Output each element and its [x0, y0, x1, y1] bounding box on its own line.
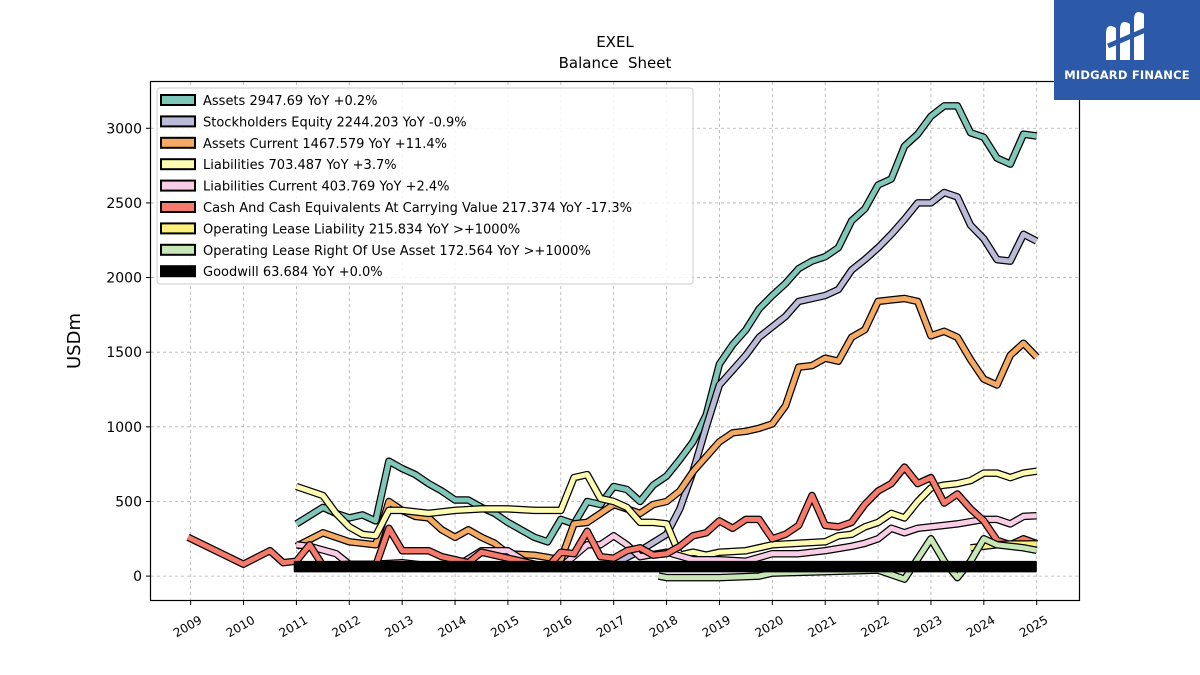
- legend-box: [156, 87, 694, 285]
- chart-subtitle: Balance Sheet: [559, 54, 672, 72]
- plot-frame: [149, 80, 1081, 602]
- chart-title: EXEL: [596, 33, 634, 51]
- y-tick-label: 500: [115, 494, 142, 510]
- legend-label: Liabilities Current 403.769 YoY +2.4%: [203, 180, 450, 195]
- legend-swatch: [160, 94, 196, 106]
- series-5: [186, 463, 1039, 571]
- y-tick-label: 0: [133, 569, 142, 585]
- series-line: [658, 536, 1038, 582]
- x-tick-label: 2009: [171, 613, 204, 640]
- legend-label: Assets Current 1467.579 YoY +11.4%: [203, 137, 447, 152]
- x-tick-label: 2018: [647, 613, 680, 640]
- y-axis-label: USDm: [64, 313, 85, 369]
- legend-swatch: [160, 265, 196, 278]
- legend-label: Stockholders Equity 2244.203 YoY -0.9%: [203, 115, 467, 130]
- series-1: [560, 188, 1039, 573]
- x-tick-label: 2016: [541, 613, 574, 640]
- x-tick-label: 2011: [277, 613, 310, 640]
- y-tick-label: 2500: [106, 196, 142, 212]
- y-tick-label: 1000: [106, 420, 142, 436]
- brand-badge: MIDGARD FINANCE: [1054, 0, 1200, 100]
- series-7: [657, 535, 1038, 583]
- legend-label: Liabilities 703.487 YoY +3.7%: [203, 158, 397, 173]
- legend-swatch: [160, 222, 196, 235]
- x-tick-label: 2010: [224, 613, 257, 640]
- series-line: [560, 190, 1038, 572]
- x-tick-label: 2013: [382, 613, 415, 640]
- brand-logo-icon: [1106, 12, 1151, 60]
- x-tick-label: 2015: [488, 613, 521, 640]
- series-0: [294, 102, 1038, 546]
- x-tick-label: 2017: [594, 613, 627, 640]
- y-tick-label: 2000: [106, 271, 142, 287]
- legend-swatch: [160, 115, 196, 128]
- series-line: [186, 464, 1038, 570]
- legend-swatch: [160, 179, 196, 192]
- series-2: [294, 294, 1040, 564]
- x-tick-label: 2014: [435, 613, 468, 640]
- legend-label: Operating Lease Right Of Use Asset 172.5…: [203, 244, 591, 259]
- x-tick-label: 2025: [1017, 613, 1050, 640]
- legend-swatch: [160, 136, 196, 149]
- brand-name: MIDGARD FINANCE: [1064, 68, 1190, 82]
- legend-label: Operating Lease Liability 215.834 YoY >+…: [203, 222, 520, 237]
- x-tick-label: 2019: [700, 613, 733, 640]
- y-tick-label: 3000: [106, 121, 142, 137]
- series-line: [295, 296, 1039, 563]
- x-tick-label: 2024: [964, 613, 997, 640]
- legend-swatch: [160, 243, 196, 256]
- x-tick-label: 2022: [858, 613, 891, 640]
- legend-label: Goodwill 63.684 YoY +0.0%: [203, 265, 383, 280]
- y-tick-label: 1500: [106, 345, 142, 361]
- legend-label: Cash And Cash Equivalents At Carrying Va…: [203, 201, 632, 216]
- legend-label: Assets 2947.69 YoY +0.2%: [203, 94, 378, 109]
- legend-swatch: [160, 158, 196, 171]
- x-tick-label: 2021: [805, 613, 838, 640]
- x-tick-label: 2012: [330, 613, 363, 640]
- x-tick-label: 2020: [753, 613, 786, 640]
- legend-swatch: [160, 201, 196, 213]
- series-line: [295, 103, 1038, 545]
- x-tick-label: 2023: [911, 613, 944, 640]
